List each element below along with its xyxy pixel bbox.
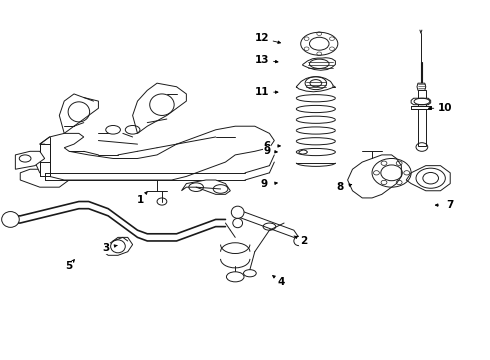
- Polygon shape: [418, 90, 426, 146]
- Polygon shape: [417, 83, 426, 90]
- Text: 6: 6: [263, 141, 270, 151]
- Text: 13: 13: [255, 55, 270, 65]
- Text: 9: 9: [261, 179, 268, 189]
- Text: 7: 7: [446, 200, 454, 210]
- Text: 11: 11: [255, 87, 270, 97]
- Polygon shape: [411, 107, 431, 109]
- Polygon shape: [303, 58, 335, 70]
- Polygon shape: [20, 169, 69, 187]
- Polygon shape: [15, 151, 45, 169]
- Ellipse shape: [301, 32, 338, 55]
- Text: 5: 5: [66, 261, 73, 271]
- Text: 8: 8: [337, 182, 344, 192]
- Text: 12: 12: [255, 33, 270, 43]
- Ellipse shape: [1, 212, 19, 227]
- Polygon shape: [296, 77, 333, 92]
- Polygon shape: [347, 155, 401, 198]
- Polygon shape: [40, 144, 49, 176]
- Text: 3: 3: [102, 243, 109, 253]
- Ellipse shape: [233, 219, 243, 228]
- Polygon shape: [103, 237, 133, 255]
- Ellipse shape: [231, 206, 244, 219]
- Polygon shape: [59, 94, 98, 134]
- Polygon shape: [35, 126, 274, 180]
- Text: 10: 10: [438, 103, 453, 113]
- Polygon shape: [299, 150, 308, 154]
- Ellipse shape: [226, 272, 244, 282]
- Polygon shape: [406, 166, 450, 191]
- Polygon shape: [181, 180, 230, 194]
- Polygon shape: [133, 83, 186, 134]
- Text: 4: 4: [278, 277, 285, 287]
- Ellipse shape: [294, 236, 304, 246]
- Text: 9: 9: [264, 146, 270, 156]
- Text: 2: 2: [300, 236, 307, 246]
- Text: 1: 1: [136, 195, 144, 205]
- Polygon shape: [411, 98, 431, 105]
